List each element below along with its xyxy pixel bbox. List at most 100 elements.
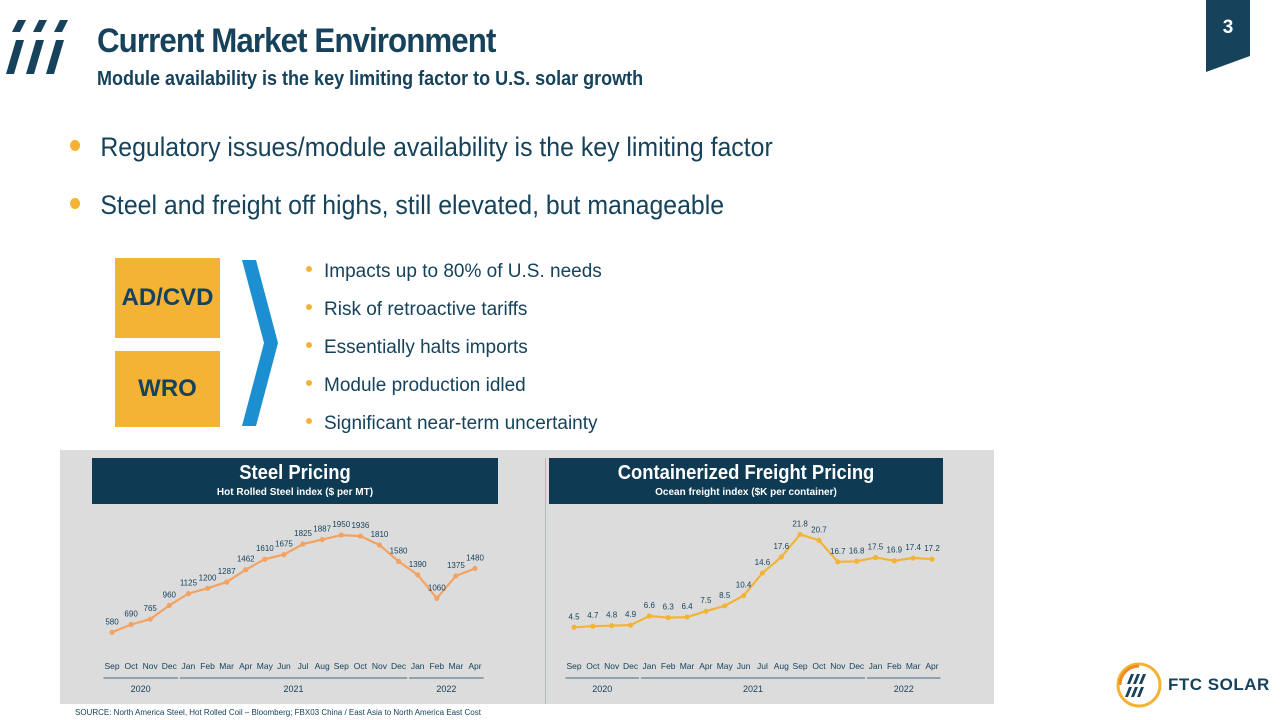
freight-data-point xyxy=(891,558,897,564)
steel-tick-label: Sep xyxy=(334,661,349,671)
freight-data-point xyxy=(835,559,841,565)
bullet-text: Steel and freight off highs, still eleva… xyxy=(100,190,725,220)
steel-data-point xyxy=(204,585,211,591)
freight-series-line xyxy=(573,533,933,629)
freight-tick-label: Jun xyxy=(737,661,751,671)
steel-data-label: 1675 xyxy=(275,540,293,549)
steel-data-point xyxy=(128,621,134,628)
steel-chart-title: Steel Pricing xyxy=(239,462,351,484)
steel-data-label: 1610 xyxy=(256,544,274,553)
sub-bullet-text: Essentially halts imports xyxy=(324,337,528,358)
steel-data-label: 1462 xyxy=(237,555,255,564)
freight-data-label: 17.2 xyxy=(924,544,940,553)
steel-data-point xyxy=(395,558,402,564)
freight-data-label: 4.5 xyxy=(568,612,580,621)
freight-data-label: 20.7 xyxy=(811,525,827,534)
freight-data-label: 16.7 xyxy=(830,547,846,556)
steel-tick-label: Oct xyxy=(124,661,138,671)
freight-tick-label: Jul xyxy=(757,661,768,671)
steel-tick-label: Nov xyxy=(372,661,388,671)
steel-data-point xyxy=(338,532,344,538)
sub-bullet-text: Impacts up to 80% of U.S. needs xyxy=(324,261,602,282)
freight-data-label: 6.6 xyxy=(644,601,656,610)
steel-tick-label: Aug xyxy=(315,661,330,671)
freight-data-point xyxy=(778,554,784,560)
sub-bullet-item: Module production idled xyxy=(306,375,526,397)
freight-data-label: 4.8 xyxy=(606,611,618,620)
steel-data-label: 1375 xyxy=(447,561,465,570)
steel-data-point xyxy=(415,572,421,578)
sub-bullet-dot-icon xyxy=(306,341,312,348)
freight-tick-label: Mar xyxy=(680,661,695,671)
freight-tick-label: Apr xyxy=(925,661,938,671)
steel-data-label: 1936 xyxy=(351,521,369,530)
page-title: Current Market Environment xyxy=(97,22,496,60)
freight-chart-title: Containerized Freight Pricing xyxy=(617,462,875,484)
steel-tick-label: Mar xyxy=(449,661,464,671)
sun-slashes-icon xyxy=(1116,662,1162,708)
freight-data-label: 16.9 xyxy=(887,546,903,555)
bullet-text: Regulatory issues/module availability is… xyxy=(100,132,773,162)
steel-tick-label: Jul xyxy=(298,661,309,671)
steel-data-point xyxy=(453,573,459,579)
steel-data-label: 960 xyxy=(163,590,177,599)
freight-data-point xyxy=(910,555,916,561)
freight-tick-label: Oct xyxy=(812,661,826,671)
steel-data-label: 1125 xyxy=(180,579,198,588)
freight-data-label: 4.7 xyxy=(587,611,599,620)
freight-data-point xyxy=(684,614,690,620)
steel-data-label: 1950 xyxy=(332,520,350,529)
page-subtitle: Module availability is the key limiting … xyxy=(97,68,644,90)
wro-box: WRO xyxy=(115,351,220,427)
steel-data-label: 1887 xyxy=(313,525,331,534)
freight-tick-label: Apr xyxy=(699,661,712,671)
freight-data-point xyxy=(797,531,803,538)
steel-tick-label: Jun xyxy=(277,661,291,671)
steel-data-point xyxy=(472,565,478,572)
steel-data-label: 1580 xyxy=(390,546,408,555)
freight-year-label: 2020 xyxy=(592,684,612,694)
freight-tick-label: Feb xyxy=(887,661,902,671)
freight-tick-label: Jan xyxy=(643,661,657,671)
freight-tick-label: Dec xyxy=(623,661,639,671)
freight-data-point xyxy=(590,623,596,629)
freight-data-label: 6.3 xyxy=(663,603,675,612)
freight-data-point xyxy=(740,593,747,599)
page-number-badge: 3 xyxy=(1206,0,1250,72)
steel-data-point xyxy=(224,579,230,585)
freight-tick-label: Sep xyxy=(793,661,808,671)
logo-slashes-icon xyxy=(6,20,68,74)
freight-year-label: 2021 xyxy=(743,684,763,694)
steel-data-point xyxy=(300,541,306,547)
steel-tick-label: Feb xyxy=(200,661,215,671)
freight-data-point xyxy=(854,558,860,564)
steel-series-line xyxy=(111,533,476,634)
freight-data-label: 17.4 xyxy=(905,543,921,552)
sub-bullet-dot-icon xyxy=(306,265,312,272)
freight-chart-subtitle: Ocean freight index ($K per container) xyxy=(655,487,837,498)
steel-data-point xyxy=(262,556,268,562)
freight-data-label: 4.9 xyxy=(625,610,637,619)
freight-data-label: 16.8 xyxy=(849,546,865,555)
steel-year-label: 2020 xyxy=(131,684,151,694)
steel-tick-label: May xyxy=(257,661,274,671)
page-badge-icon xyxy=(1206,0,1250,72)
sub-bullet-item: Risk of retroactive tariffs xyxy=(306,299,527,321)
freight-pricing-chart: 4.5 Sep 4.7 Oct 4.8 Nov 4.9 Dec 6.6 Jan 6.3 Feb 6.4 M… xyxy=(565,519,941,694)
steel-data-point xyxy=(147,616,153,622)
ftc-solar-logo: FTC SOLAR xyxy=(1116,660,1276,710)
freight-data-label: 7.5 xyxy=(700,596,712,605)
freight-data-point xyxy=(571,624,577,630)
steel-data-label: 1200 xyxy=(199,573,217,582)
steel-pricing-chart: 580 Sep 690 Oct 765 Nov 960 Dec 1125 Jan 1200 Feb 12… xyxy=(103,520,484,694)
sub-bullet-text: Significant near-term uncertainty xyxy=(324,413,598,434)
steel-tick-label: Oct xyxy=(354,661,368,671)
freight-data-point xyxy=(609,623,615,629)
wro-label: WRO xyxy=(138,375,197,402)
steel-data-label: 1390 xyxy=(409,560,427,569)
steel-data-point xyxy=(281,552,287,558)
freight-tick-label: Dec xyxy=(849,661,865,671)
freight-data-point xyxy=(722,603,728,609)
steel-year-label: 2021 xyxy=(283,684,303,694)
steel-tick-label: Dec xyxy=(391,661,407,671)
